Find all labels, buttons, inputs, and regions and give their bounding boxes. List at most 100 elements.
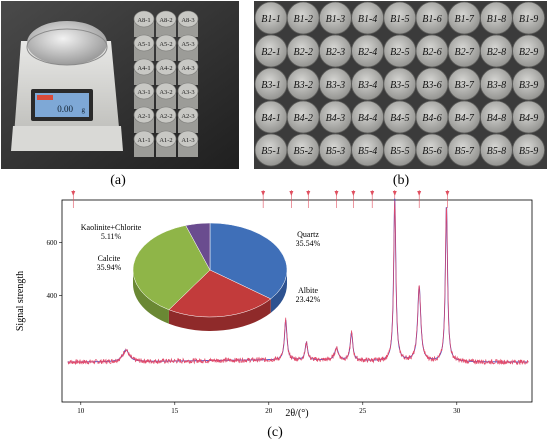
reference-marker-head bbox=[392, 191, 397, 196]
pie-slice-side bbox=[168, 298, 271, 331]
balance-pan bbox=[27, 21, 107, 65]
sample-label: A3-1 bbox=[137, 89, 150, 96]
x-axis-ticks: 10 15 20 25 30 bbox=[77, 402, 461, 415]
reference-marker-head bbox=[417, 191, 422, 196]
sample-label: B3-5 bbox=[390, 80, 409, 91]
sample-cylinder bbox=[512, 1, 546, 35]
sample-label: B5-5 bbox=[390, 146, 409, 157]
sample-cylinder bbox=[133, 106, 155, 124]
reference-marker-head bbox=[289, 191, 294, 196]
sample-cylinder bbox=[177, 58, 199, 76]
sample-label: B5-9 bbox=[519, 146, 538, 157]
sample-label: B3-6 bbox=[422, 80, 441, 91]
sample-cylinder bbox=[155, 34, 177, 52]
sample-cylinder bbox=[133, 34, 155, 52]
photo-balance-samples: 0.00 g A8-1 A8-2 A8-3 A5-1 A5-2 A5-3 A4-1 A4-2 A… bbox=[1, 1, 239, 169]
sample-label: B3-9 bbox=[519, 80, 538, 91]
sample-label: B4-7 bbox=[454, 113, 474, 124]
sample-label: B1-2 bbox=[293, 14, 312, 25]
photo-b-drawing: B1-1 B1-2 B1-3 B1-4 B1-5 B1-6 B1-7 B1-8 B1-9 B2-1… bbox=[254, 1, 547, 169]
sample-label: B1-5 bbox=[390, 14, 409, 25]
sample-label: A1-2 bbox=[159, 137, 172, 144]
sample-label: B3-7 bbox=[454, 80, 474, 91]
pie-slice-calcite bbox=[132, 225, 211, 311]
sample-cylinder bbox=[512, 133, 546, 167]
sample-cylinder bbox=[177, 130, 199, 148]
xrd-chart: 10 15 20 25 30 400 600 2θ/(°) Signal strength… bbox=[15, 190, 533, 419]
sample-label: B5-3 bbox=[326, 146, 345, 157]
pie-label-name: Calcite bbox=[98, 254, 121, 263]
sample-label: B4-2 bbox=[293, 113, 312, 124]
sample-label: B2-1 bbox=[261, 47, 280, 58]
pie-slice-side bbox=[133, 270, 169, 324]
reference-markers bbox=[71, 190, 450, 208]
sample-label: B1-3 bbox=[326, 14, 345, 25]
sample-label: B3-3 bbox=[326, 80, 345, 91]
sample-label: B4-8 bbox=[487, 113, 506, 124]
sample-label: A1-3 bbox=[181, 137, 194, 144]
sample-label: B4-4 bbox=[358, 113, 377, 124]
caption-b: (b) bbox=[392, 173, 410, 188]
y-axis-ticks: 400 600 bbox=[47, 239, 62, 300]
sample-label: A4-2 bbox=[159, 65, 172, 72]
caption-a: (a) bbox=[110, 173, 126, 188]
sample-label: B3-4 bbox=[358, 80, 377, 91]
sample-cylinder bbox=[512, 67, 546, 101]
sample-label: B3-1 bbox=[261, 80, 280, 91]
sample-cylinder bbox=[155, 130, 177, 148]
sample-label: B4-9 bbox=[519, 113, 538, 124]
measured-curve bbox=[67, 200, 529, 366]
sample-label: A2-3 bbox=[181, 113, 194, 120]
sample-cylinder bbox=[177, 106, 199, 124]
sample-label: B1-9 bbox=[519, 14, 538, 25]
sample-label: A3-3 bbox=[181, 89, 194, 96]
sample-label: B3-2 bbox=[293, 80, 312, 91]
sample-label: B3-8 bbox=[487, 80, 506, 91]
sample-label: A5-2 bbox=[159, 41, 172, 48]
reference-marker-head bbox=[445, 191, 450, 196]
sample-cylinder bbox=[512, 100, 546, 134]
sample-label: B2-2 bbox=[293, 47, 312, 58]
sample-cylinder bbox=[177, 10, 199, 28]
x-tick-label: 10 bbox=[77, 407, 85, 415]
pie-label-name: Kaolinite+Chlorite bbox=[81, 223, 142, 232]
sample-cylinder bbox=[177, 82, 199, 100]
sample-label: A1-1 bbox=[137, 137, 150, 144]
reference-marker-head bbox=[334, 191, 339, 196]
pie-slice-kaolinite-chlorite bbox=[185, 222, 211, 271]
sample-label: A8-1 bbox=[137, 17, 150, 24]
sample-label: B5-4 bbox=[358, 146, 377, 157]
sample-label: B2-7 bbox=[454, 47, 474, 58]
sample-label: B2-3 bbox=[326, 47, 345, 58]
sample-cylinder bbox=[133, 58, 155, 76]
x-axis-label: 2θ/(°) bbox=[285, 408, 308, 419]
x-tick-label: 30 bbox=[453, 407, 461, 415]
sample-cylinder bbox=[512, 34, 546, 68]
sample-label: A2-1 bbox=[137, 113, 150, 120]
y-tick-label: 600 bbox=[47, 239, 58, 247]
pie-slice-albite bbox=[168, 269, 272, 318]
sample-label: B2-8 bbox=[487, 47, 506, 58]
pie-label-name: Quartz bbox=[297, 230, 319, 239]
reference-marker-head bbox=[71, 191, 76, 196]
sample-label: A3-2 bbox=[159, 89, 172, 96]
sample-cylinder bbox=[133, 82, 155, 100]
sample-label: B1-7 bbox=[454, 14, 474, 25]
sample-label: B2-9 bbox=[519, 47, 538, 58]
sample-label: A5-1 bbox=[137, 41, 150, 48]
pie-label-value: 35.94% bbox=[97, 263, 122, 272]
sample-label: B2-5 bbox=[390, 47, 409, 58]
balance-unit: g bbox=[82, 106, 86, 114]
sample-label: B4-1 bbox=[261, 113, 280, 124]
sample-cylinder bbox=[133, 130, 155, 148]
sample-label: B1-1 bbox=[261, 14, 280, 25]
photo-a-drawing: 0.00 g A8-1 A8-2 A8-3A5-1 A5-2 A5-3A4-1 A4-2 A… bbox=[1, 1, 239, 169]
sample-cylinder bbox=[155, 106, 177, 124]
sample-label: A8-3 bbox=[181, 17, 194, 24]
x-tick-label: 15 bbox=[171, 407, 179, 415]
pie-label-value: 5.11% bbox=[101, 232, 122, 241]
sample-label: A4-3 bbox=[181, 65, 194, 72]
sample-label: B4-3 bbox=[326, 113, 345, 124]
y-axis-label: Signal strength bbox=[15, 271, 26, 331]
